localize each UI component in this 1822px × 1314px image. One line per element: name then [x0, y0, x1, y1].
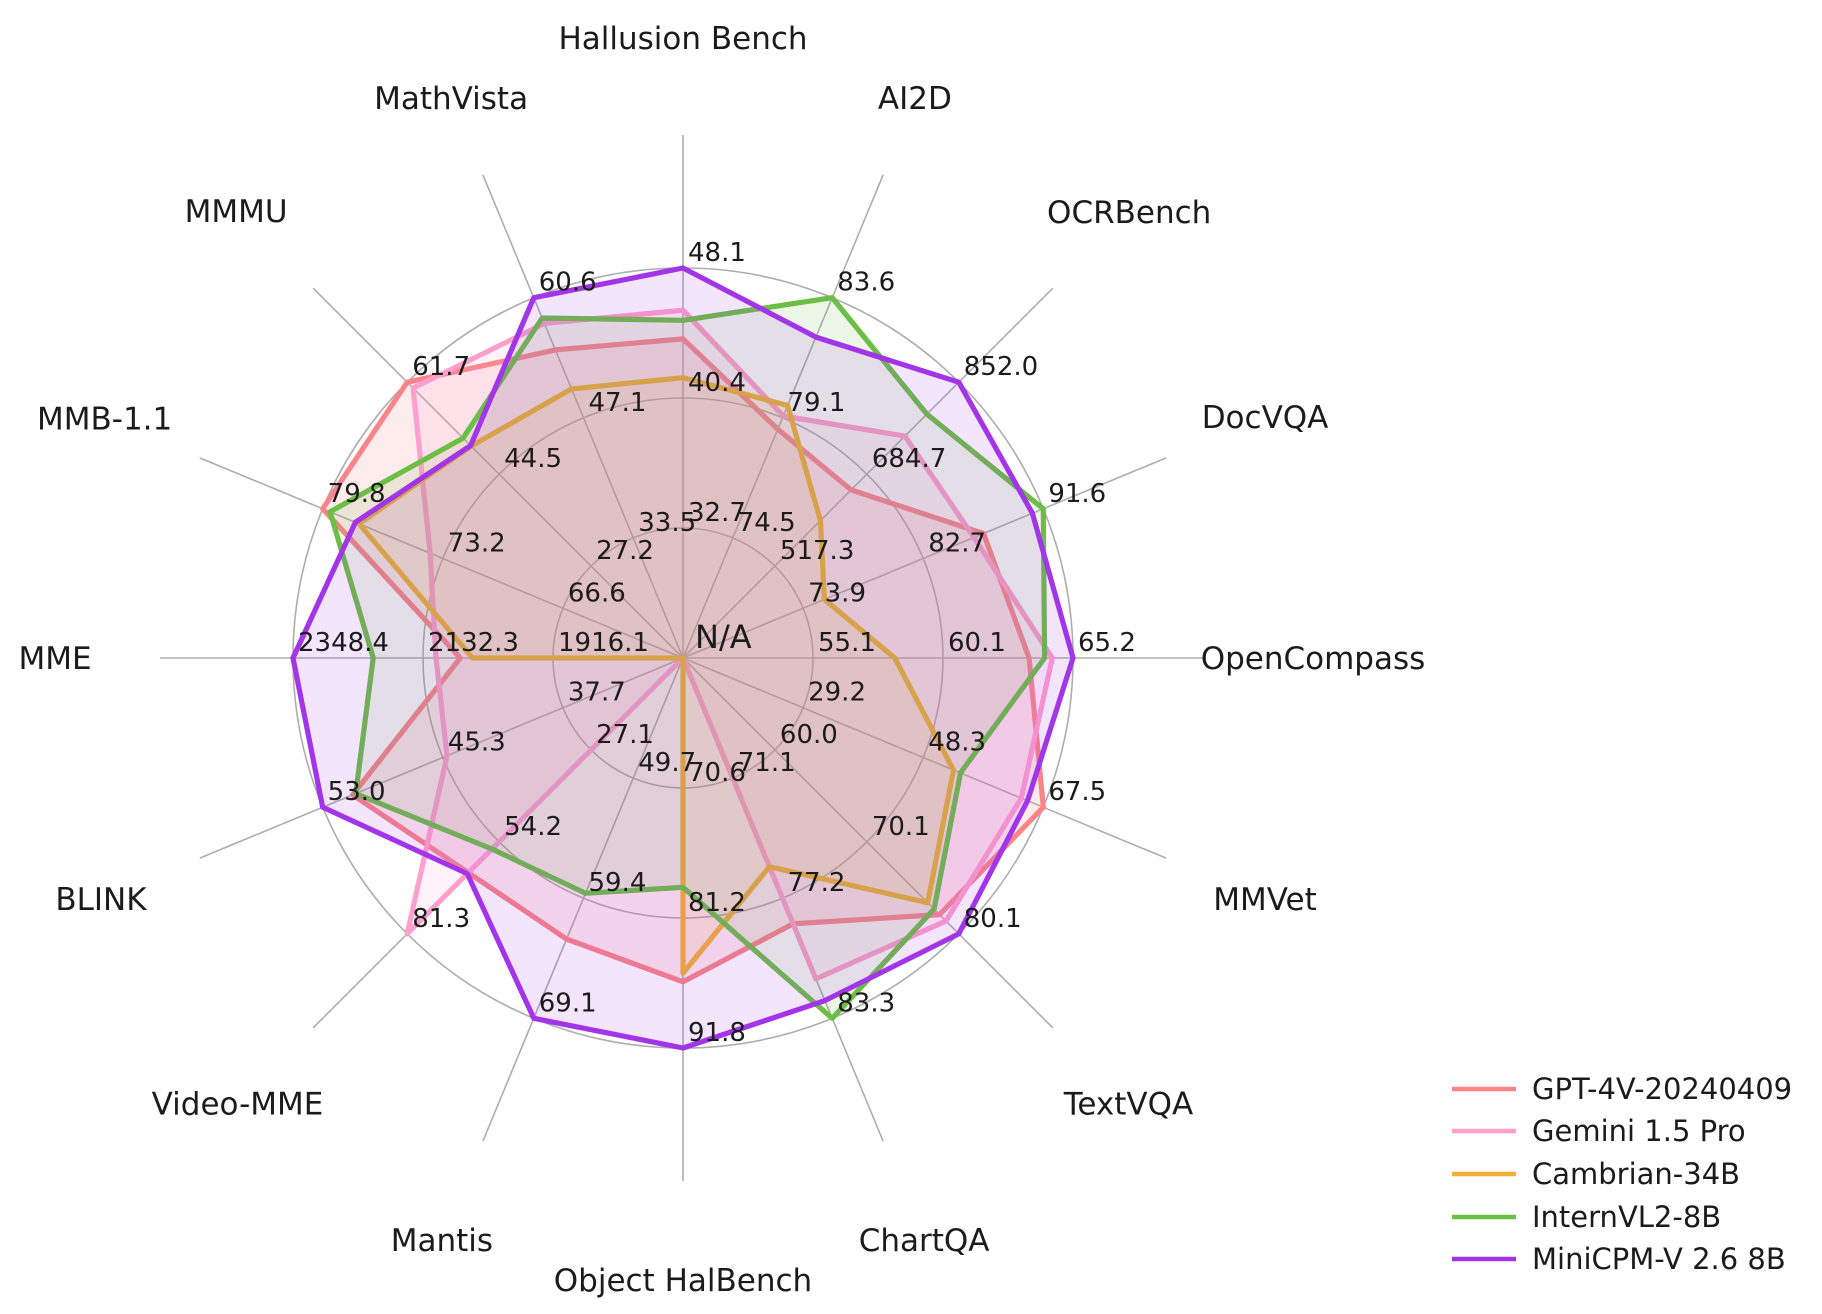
tick-label-ocrbench-3: 852.0	[964, 352, 1038, 382]
tick-label-blink-1: 37.7	[568, 678, 626, 708]
axis-title-blink: BLINK	[55, 882, 147, 918]
tick-label-ocrbench-2: 684.7	[872, 444, 946, 474]
tick-label-docvqa-2: 82.7	[928, 529, 986, 559]
tick-label-mmb-1-1-3: 79.8	[328, 479, 386, 509]
axis-title-mme: MME	[18, 641, 91, 677]
axis-title-mathvista: MathVista	[374, 81, 528, 117]
tick-label-ai2d-3: 83.6	[837, 268, 895, 298]
axis-title-mantis: Mantis	[391, 1223, 493, 1259]
tick-label-chartqa-1: 71.1	[738, 748, 796, 778]
tick-label-mmvet-2: 48.3	[928, 727, 986, 757]
center-na-label: N/A	[695, 618, 752, 656]
axis-spoke-textvqa	[682, 657, 1054, 1029]
tick-label-video-mme-3: 81.3	[412, 904, 470, 934]
tick-label-video-mme-1: 27.1	[596, 720, 654, 750]
tick-label-video-mme-2: 54.2	[504, 812, 562, 842]
series-polygon-internvl2-8b	[327, 295, 1048, 1021]
axis-spoke-docvqa	[682, 457, 1167, 659]
tick-label-textvqa-2: 70.1	[872, 812, 930, 842]
tick-label-mantis-1: 49.7	[638, 748, 696, 778]
tick-label-ai2d-1: 74.5	[738, 508, 796, 538]
tick-label-opencompass-3: 65.2	[1078, 628, 1136, 658]
tick-label-hallusion-bench-3: 48.1	[688, 238, 746, 268]
tick-label-mmmu-3: 61.7	[412, 352, 470, 382]
axis-spoke-mmvet	[682, 657, 1167, 859]
legend-label-gpt-4v-20240409: GPT-4V-20240409	[1532, 1072, 1792, 1106]
tick-label-textvqa-3: 80.1	[964, 904, 1022, 934]
series-polygon-minicpm-v-2-6-8b	[290, 265, 1076, 1051]
tick-label-chartqa-3: 83.3	[837, 988, 895, 1018]
legend-label-internvl2-8b: InternVL2-8B	[1532, 1200, 1721, 1234]
axis-spoke-ocrbench	[682, 287, 1054, 659]
axis-title-textvqa: TextVQA	[1063, 1086, 1194, 1122]
tick-label-mathvista-1: 33.5	[638, 508, 696, 538]
tick-label-mmvet-1: 29.2	[808, 678, 866, 708]
tick-label-mmmu-2: 44.5	[504, 444, 562, 474]
tick-label-hallusion-bench-2: 40.4	[688, 368, 746, 398]
tick-label-mathvista-2: 47.1	[589, 388, 647, 418]
tick-label-textvqa-1: 60.0	[780, 720, 838, 750]
axis-title-ai2d: AI2D	[878, 81, 952, 117]
axis-title-hallusion-bench: Hallusion Bench	[558, 21, 807, 57]
tick-label-object-halbench-2: 81.2	[688, 888, 746, 918]
tick-label-hallusion-bench-1: 32.7	[688, 498, 746, 528]
tick-label-mmmu-1: 27.2	[596, 536, 654, 566]
axis-spoke-mmmu	[312, 287, 684, 659]
tick-label-mmb-1-1-1: 66.6	[568, 578, 626, 608]
series-polygon-gemini-1-5-pro	[404, 307, 1055, 982]
axis-title-chartqa: ChartQA	[859, 1223, 990, 1259]
legend-label-minicpm-v-2-6-8b: MiniCPM-V 2.6 8B	[1532, 1242, 1786, 1276]
tick-label-opencompass-1: 55.1	[818, 628, 876, 658]
tick-label-mmvet-3: 67.5	[1048, 777, 1106, 807]
tick-label-mantis-3: 69.1	[539, 988, 597, 1018]
tick-label-mme-1: 1916.1	[558, 628, 649, 658]
axis-title-ocrbench: OCRBench	[1047, 195, 1211, 231]
axis-title-video-mme: Video-MME	[152, 1086, 324, 1122]
tick-label-mme-3: 2348.4	[298, 628, 389, 658]
tick-label-object-halbench-3: 91.8	[688, 1018, 746, 1048]
tick-label-mantis-2: 59.4	[589, 868, 647, 898]
tick-label-mme-2: 2132.3	[428, 628, 519, 658]
axis-title-object-halbench: Object HalBench	[554, 1263, 812, 1299]
axis-title-mmmu: MMMU	[185, 194, 288, 230]
tick-label-object-halbench-1: 70.6	[688, 758, 746, 788]
axis-spoke-mmb-1-1	[199, 457, 684, 659]
tick-label-mmb-1-1-2: 73.2	[448, 529, 506, 559]
tick-label-ai2d-2: 79.1	[787, 388, 845, 418]
axis-title-docvqa: DocVQA	[1202, 400, 1329, 436]
tick-label-docvqa-1: 73.9	[808, 578, 866, 608]
tick-label-opencompass-2: 60.1	[948, 628, 1006, 658]
axis-title-opencompass: OpenCompass	[1201, 641, 1426, 677]
tick-label-blink-3: 53.0	[328, 777, 386, 807]
axis-spoke-blink	[199, 657, 684, 859]
tick-label-ocrbench-1: 517.3	[780, 536, 854, 566]
axis-title-mmb-1-1: MMB-1.1	[37, 401, 172, 437]
tick-label-blink-2: 45.3	[448, 727, 506, 757]
tick-label-mathvista-3: 60.6	[539, 268, 597, 298]
axis-title-mmvet: MMVet	[1213, 882, 1317, 918]
legend-label-cambrian-34b: Cambrian-34B	[1532, 1157, 1740, 1191]
tick-label-docvqa-3: 91.6	[1048, 479, 1106, 509]
legend-label-gemini-1-5-pro: Gemini 1.5 Pro	[1532, 1114, 1746, 1148]
tick-label-chartqa-2: 77.2	[787, 868, 845, 898]
axis-spoke-mathvista	[482, 174, 684, 659]
axis-spoke-mantis	[482, 657, 684, 1142]
